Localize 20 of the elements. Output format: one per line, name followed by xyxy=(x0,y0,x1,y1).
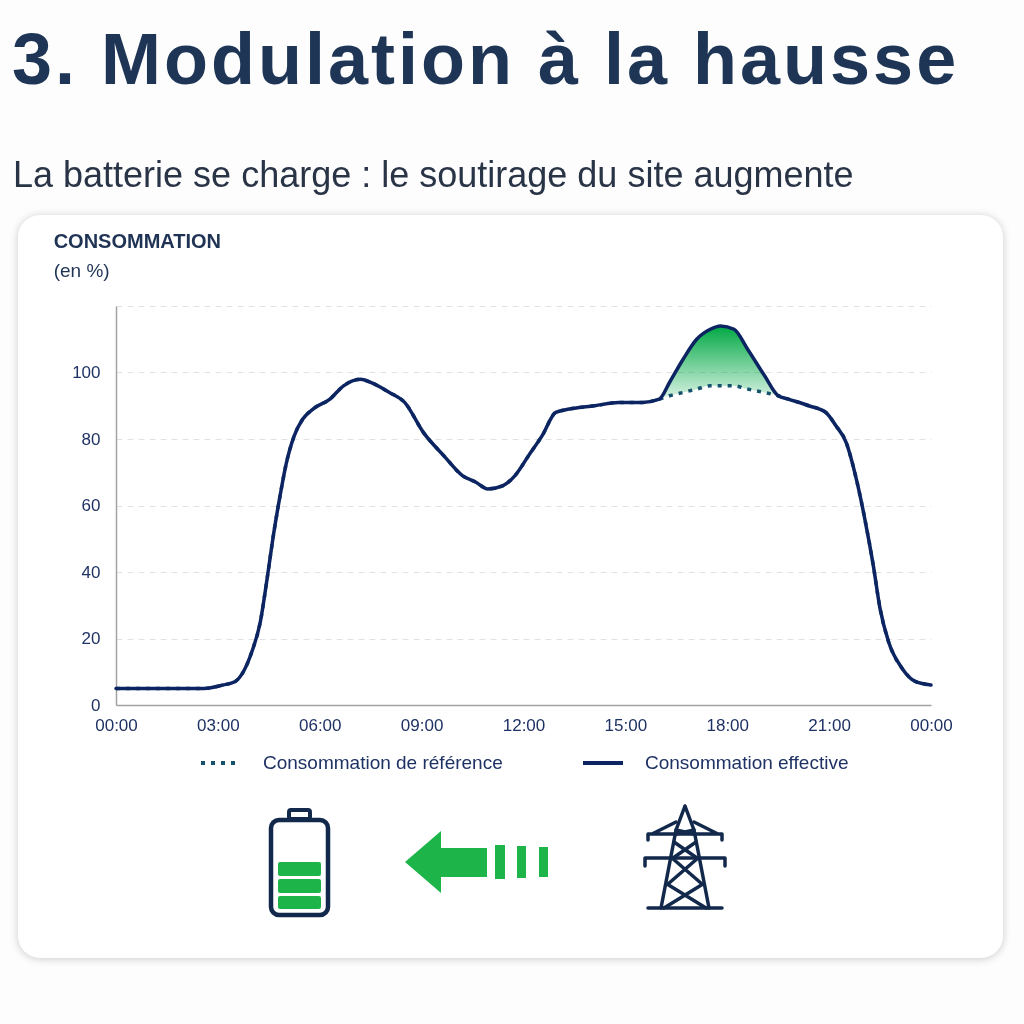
legend-label: Consommation de référence xyxy=(263,752,503,773)
y-tick-label: 100 xyxy=(72,363,101,382)
x-tick-label: 21:00 xyxy=(808,715,851,735)
x-tick-label: 00:00 xyxy=(910,715,953,735)
y-tick-label: 20 xyxy=(81,629,101,648)
y-tick-label: 60 xyxy=(81,496,101,515)
x-tick-label: 03:00 xyxy=(197,715,240,735)
y-axis-title: CONSOMMATION (en %) xyxy=(53,230,222,281)
x-tick-label: 12:00 xyxy=(502,715,546,735)
x-tick-label: 00:00 xyxy=(95,715,138,735)
chart-subtitle: La batterie se charge : le soutirage du site augmente xyxy=(13,154,854,195)
x-tick-label: 09:00 xyxy=(400,715,444,735)
legend-label: Consommation effective xyxy=(645,752,849,773)
chart-title: 3. Modulation à la hausse xyxy=(12,19,960,100)
y-tick-label: 80 xyxy=(81,429,101,449)
y-tick-label: 0 xyxy=(91,695,101,715)
x-tick-label: 06:00 xyxy=(298,715,342,735)
x-tick-label: 18:00 xyxy=(706,715,750,735)
x-tick-label: 15:00 xyxy=(604,715,648,735)
y-tick-label: 40 xyxy=(81,562,101,582)
